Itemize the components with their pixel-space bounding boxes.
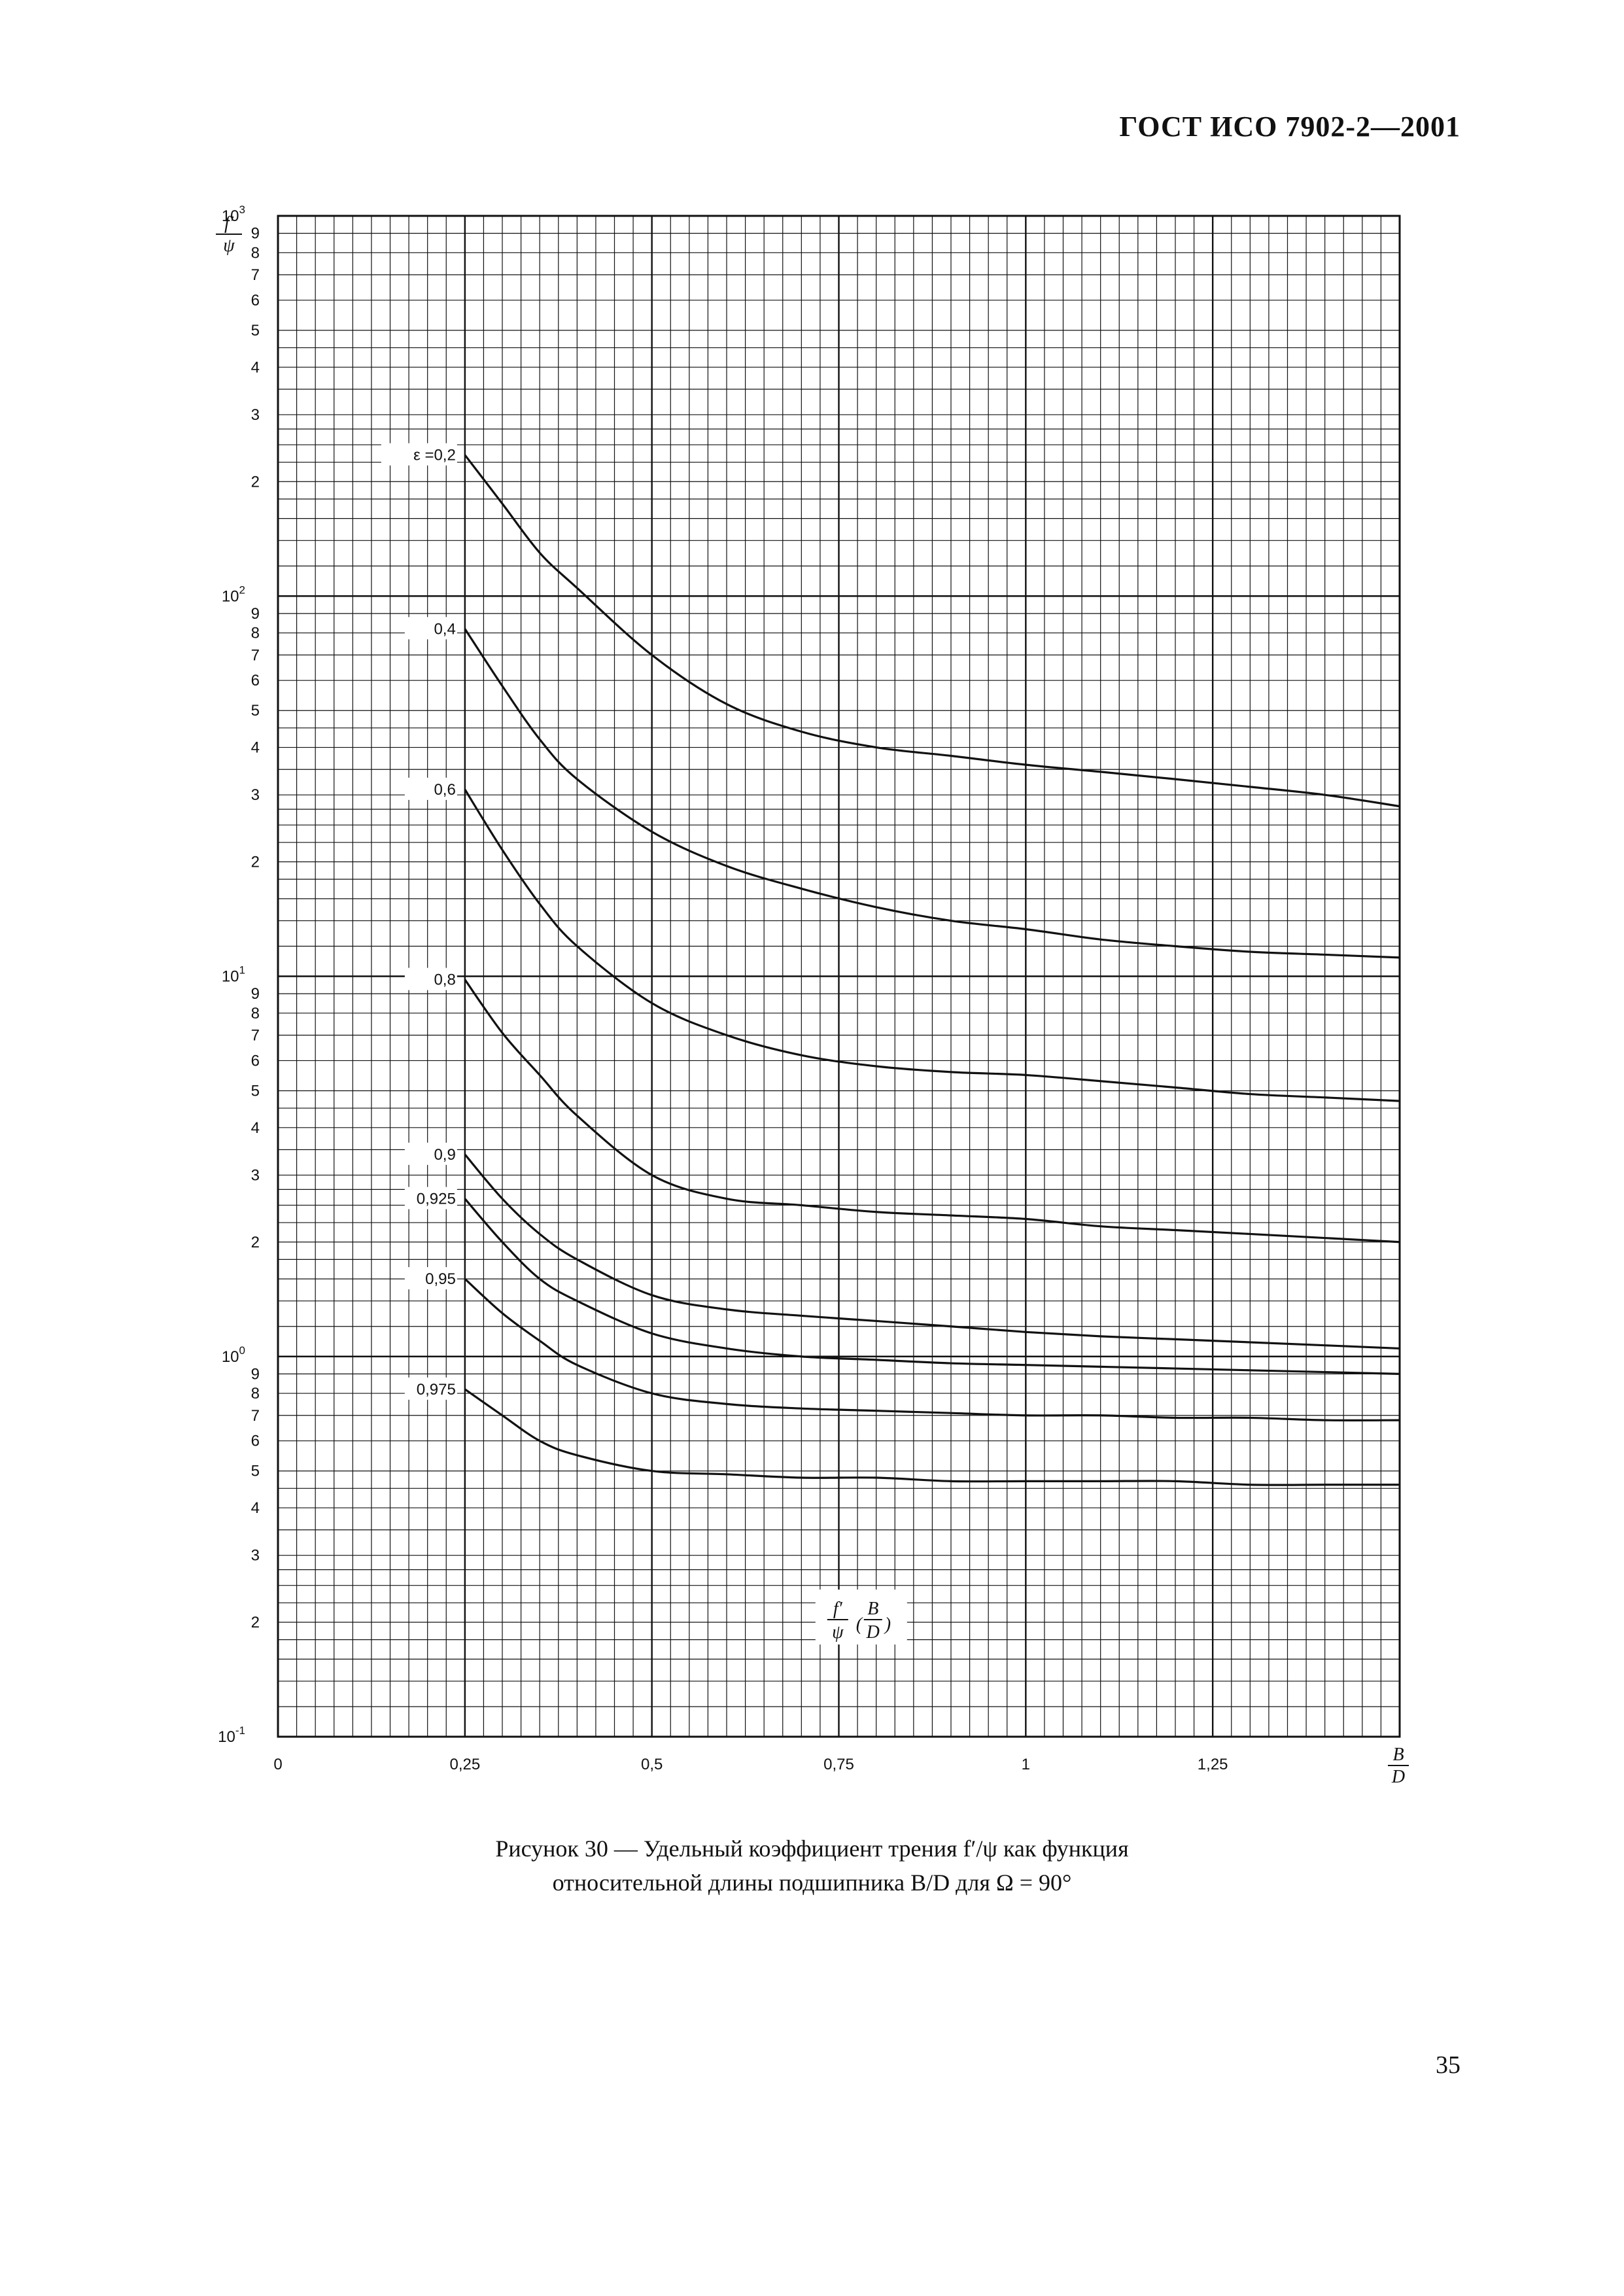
y-axis-label-numerator: f′ [224,213,234,234]
series-label-background [404,617,457,640]
series-label: 0,4 [434,620,455,638]
y-tick-label: 6 [251,1052,260,1070]
y-tick-label: 3 [251,786,260,804]
series-label: 0,925 [417,1191,456,1208]
friction-coefficient-chart: 103 102 101 100 10-1 2 3 4 5 6 7 8 9 2 3 4 5 6 7 8 9 2 3 4 5 6 7 8 9… [196,190,1439,1838]
y-tick-label: 5 [251,702,260,720]
y-axis-label-denominator: ψ [223,235,235,256]
y-tick-label: 8 [251,1385,260,1402]
series-label-background [404,1377,457,1400]
series-label: 0,8 [434,971,455,989]
y-tick-label: 3 [251,406,260,424]
annotation-paren-open: ( [856,1614,863,1635]
y-tick-label: 2 [251,1614,260,1631]
y-tick-label: 4 [251,358,260,376]
document-header: ГОСТ ИСО 7902-2—2001 [1119,111,1460,143]
y-tick-label: 6 [251,672,260,689]
annotation-numerator: f′ [833,1599,843,1619]
y-tick-label: 4 [251,739,260,757]
x-tick-label: 0,25 [449,1756,480,1773]
y-tick-label: 7 [251,266,260,284]
y-tick-label: 7 [251,1407,260,1425]
annotation-denominator: ψ [832,1622,844,1643]
y-tick-label: 5 [251,322,260,339]
y-tick-label: 8 [251,244,260,262]
series-line [464,1388,1400,1486]
series-label: 0,975 [417,1381,456,1399]
series-label-background [404,1142,457,1165]
series-label-background [404,967,457,990]
y-tick-label: 5 [251,1463,260,1480]
x-tick-label: 1,25 [1198,1756,1228,1773]
y-tick-label: 2 [251,1234,260,1251]
y-tick-label: 9 [251,605,260,623]
y-tick-label: 4 [251,1499,260,1517]
series-label: 0,9 [434,1146,455,1164]
caption-line-1: Рисунок 30 — Удельный коэффициент трения… [495,1835,1129,1862]
series-label-background [404,1187,457,1209]
y-tick-label: 9 [251,985,260,1003]
y-tick-decade-label: 101 [222,964,245,986]
x-tick-label: 0 [273,1756,282,1773]
y-tick-label: 9 [251,225,260,243]
series-label: 0,6 [434,781,455,799]
x-tick-label: 0,75 [823,1756,854,1773]
y-tick-label: 6 [251,1433,260,1450]
y-tick-label: 2 [251,854,260,871]
y-tick-label: 9 [251,1365,260,1383]
annotation-arg-denominator: D [866,1622,880,1643]
y-tick-label: 3 [251,1547,260,1565]
x-axis-label-numerator: B [1392,1745,1404,1765]
series-line [464,628,1400,959]
y-tick-label: 6 [251,292,260,309]
y-tick-decade-label: 100 [222,1344,245,1366]
x-tick-label: 1 [1022,1756,1030,1773]
series-line [464,1198,1400,1375]
y-tick-decade-label: 102 [222,583,245,605]
series-line [464,454,1400,808]
series-line [464,979,1400,1244]
chart-svg: 10310210110010-1234567892345678923456789… [216,203,1409,1787]
y-tick-decade-label: 10-1 [218,1724,245,1746]
series-line [464,1278,1400,1421]
series-label: 0,95 [425,1270,456,1288]
y-tick-label: 8 [251,1005,260,1022]
y-tick-label: 4 [251,1119,260,1137]
plot-frame [277,215,1401,1738]
series-label: ε =0,2 [413,447,456,464]
series-label-background [381,443,457,466]
page-number: 35 [1436,2051,1460,2079]
y-tick-label: 5 [251,1082,260,1100]
series-line [464,789,1400,1102]
y-tick-label: 3 [251,1166,260,1184]
figure-caption: Рисунок 30 — Удельный коэффициент трения… [0,1832,1624,1900]
x-tick-label: 0,5 [641,1756,663,1773]
y-tick-label: 8 [251,625,260,642]
x-axis-label-denominator: D [1391,1767,1405,1787]
series-label-background [404,1267,457,1290]
caption-line-2: относительной длины подшипника B/D для Ω… [552,1870,1072,1896]
y-tick-decade-label: 103 [222,203,245,225]
series-line [464,1153,1400,1350]
series-label-background [404,777,457,800]
y-tick-label: 2 [251,473,260,491]
annotation-background [815,1590,907,1645]
annotation-arg-numerator: B [867,1599,878,1619]
annotation-paren-close: ) [884,1614,891,1635]
y-tick-label: 7 [251,1027,260,1045]
y-tick-label: 7 [251,646,260,664]
